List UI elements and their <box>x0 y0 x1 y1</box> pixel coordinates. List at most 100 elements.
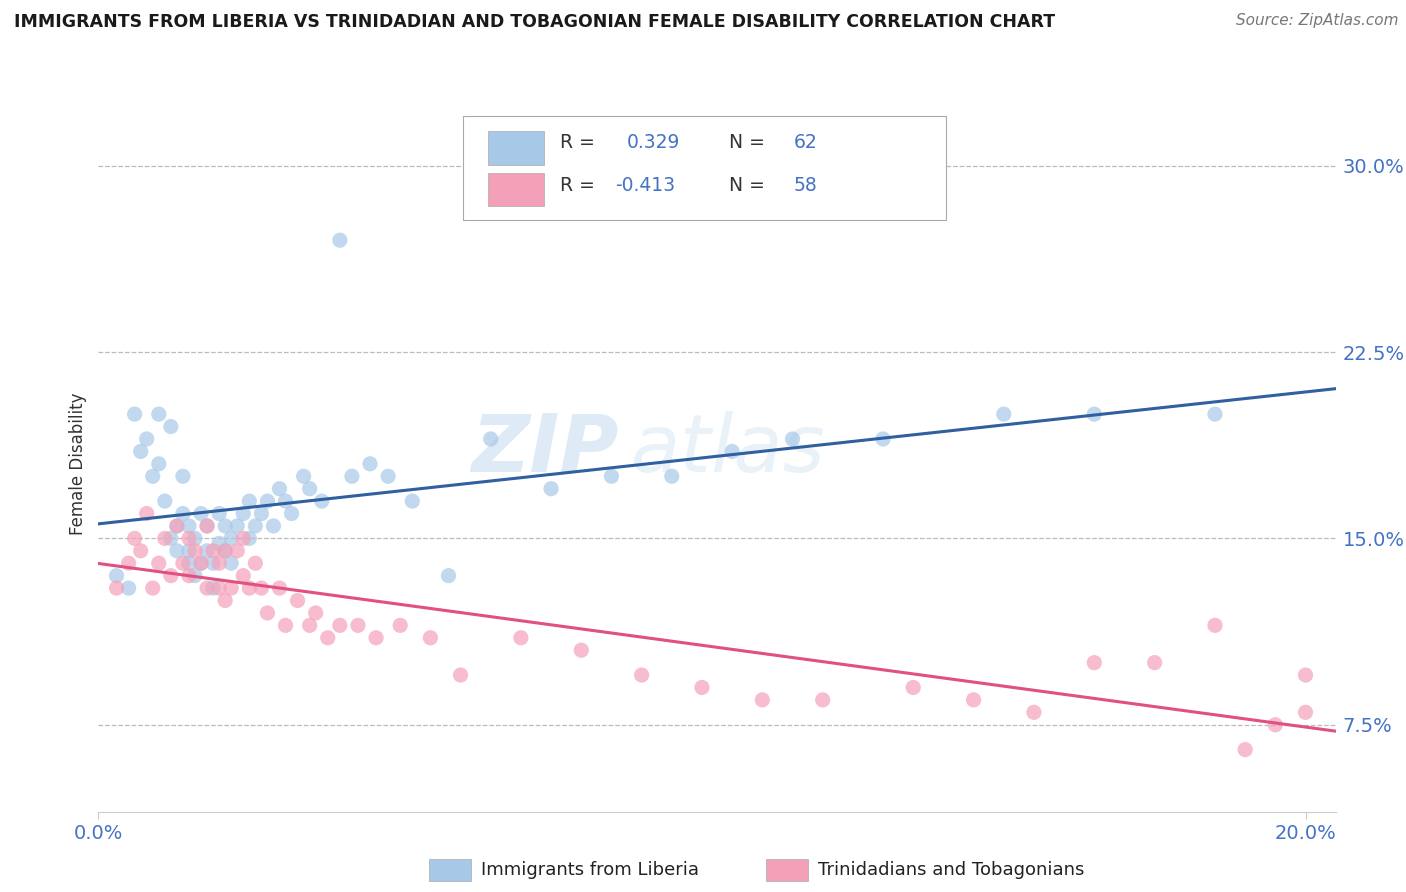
Point <box>269 581 291 595</box>
Point <box>751 693 773 707</box>
Point <box>238 532 260 546</box>
Point <box>153 494 176 508</box>
FancyBboxPatch shape <box>488 173 544 206</box>
Text: R =: R = <box>560 177 595 195</box>
Point <box>172 556 194 570</box>
Point <box>280 507 302 521</box>
Point <box>962 693 984 707</box>
Point <box>377 469 399 483</box>
Text: 58: 58 <box>794 177 817 195</box>
Point <box>160 532 183 546</box>
Point <box>142 469 165 483</box>
FancyBboxPatch shape <box>464 116 946 220</box>
Text: N =: N = <box>730 177 765 195</box>
Point <box>1264 717 1286 731</box>
Point <box>540 482 562 496</box>
Point <box>195 581 218 595</box>
Point <box>184 532 207 546</box>
Point <box>316 631 339 645</box>
Point <box>721 444 744 458</box>
Point <box>419 631 441 645</box>
Point <box>238 581 260 595</box>
Point <box>177 532 200 546</box>
Point <box>166 519 188 533</box>
Point <box>208 556 231 570</box>
Point <box>124 407 146 421</box>
Text: IMMIGRANTS FROM LIBERIA VS TRINIDADIAN AND TOBAGONIAN FEMALE DISABILITY CORRELAT: IMMIGRANTS FROM LIBERIA VS TRINIDADIAN A… <box>14 13 1054 31</box>
FancyBboxPatch shape <box>488 131 544 165</box>
Point <box>219 532 242 546</box>
Point <box>1022 706 1045 720</box>
Point <box>177 556 200 570</box>
Point <box>177 519 200 533</box>
Point <box>160 419 183 434</box>
Point <box>190 507 212 521</box>
Point <box>117 556 139 570</box>
Point <box>262 519 284 533</box>
Text: ZIP: ZIP <box>471 411 619 489</box>
Text: Source: ZipAtlas.com: Source: ZipAtlas.com <box>1236 13 1399 29</box>
Point <box>195 519 218 533</box>
Point <box>117 581 139 595</box>
Point <box>135 507 157 521</box>
Point <box>153 532 176 546</box>
Point <box>305 606 328 620</box>
Point <box>105 568 128 582</box>
Point <box>690 681 713 695</box>
Point <box>811 693 834 707</box>
Point <box>872 432 894 446</box>
Point <box>329 618 352 632</box>
Point <box>105 581 128 595</box>
Point <box>148 407 170 421</box>
Point <box>214 593 236 607</box>
Point <box>208 581 231 595</box>
Point <box>148 457 170 471</box>
Point <box>208 507 231 521</box>
Point <box>1083 656 1105 670</box>
Text: 62: 62 <box>794 134 817 153</box>
Point <box>184 568 207 582</box>
Point <box>245 519 267 533</box>
Text: Trinidadians and Tobagonians: Trinidadians and Tobagonians <box>818 861 1084 879</box>
Point <box>129 444 152 458</box>
Point <box>226 519 249 533</box>
Point <box>135 432 157 446</box>
Text: atlas: atlas <box>630 411 825 489</box>
Point <box>274 618 297 632</box>
Point <box>1204 407 1226 421</box>
Point <box>202 544 225 558</box>
Point <box>389 618 412 632</box>
Text: 0.329: 0.329 <box>627 134 681 153</box>
Point <box>782 432 804 446</box>
Text: Immigrants from Liberia: Immigrants from Liberia <box>481 861 699 879</box>
Point <box>195 519 218 533</box>
Point <box>1204 618 1226 632</box>
Point <box>219 556 242 570</box>
Point <box>298 482 321 496</box>
Point <box>148 556 170 570</box>
Point <box>274 494 297 508</box>
Point <box>172 507 194 521</box>
Point <box>238 494 260 508</box>
Point <box>245 556 267 570</box>
Point <box>256 494 278 508</box>
Point <box>232 507 254 521</box>
Point <box>232 568 254 582</box>
Text: R =: R = <box>560 134 595 153</box>
Point <box>600 469 623 483</box>
Point <box>256 606 278 620</box>
Point <box>232 532 254 546</box>
Point <box>184 544 207 558</box>
Point <box>903 681 925 695</box>
Point <box>190 556 212 570</box>
Point <box>160 568 183 582</box>
Point <box>208 536 231 550</box>
Point <box>450 668 472 682</box>
Point <box>214 544 236 558</box>
Point <box>142 581 165 595</box>
Point <box>226 544 249 558</box>
Point <box>311 494 333 508</box>
Point <box>437 568 460 582</box>
Point <box>479 432 502 446</box>
Point <box>250 581 273 595</box>
